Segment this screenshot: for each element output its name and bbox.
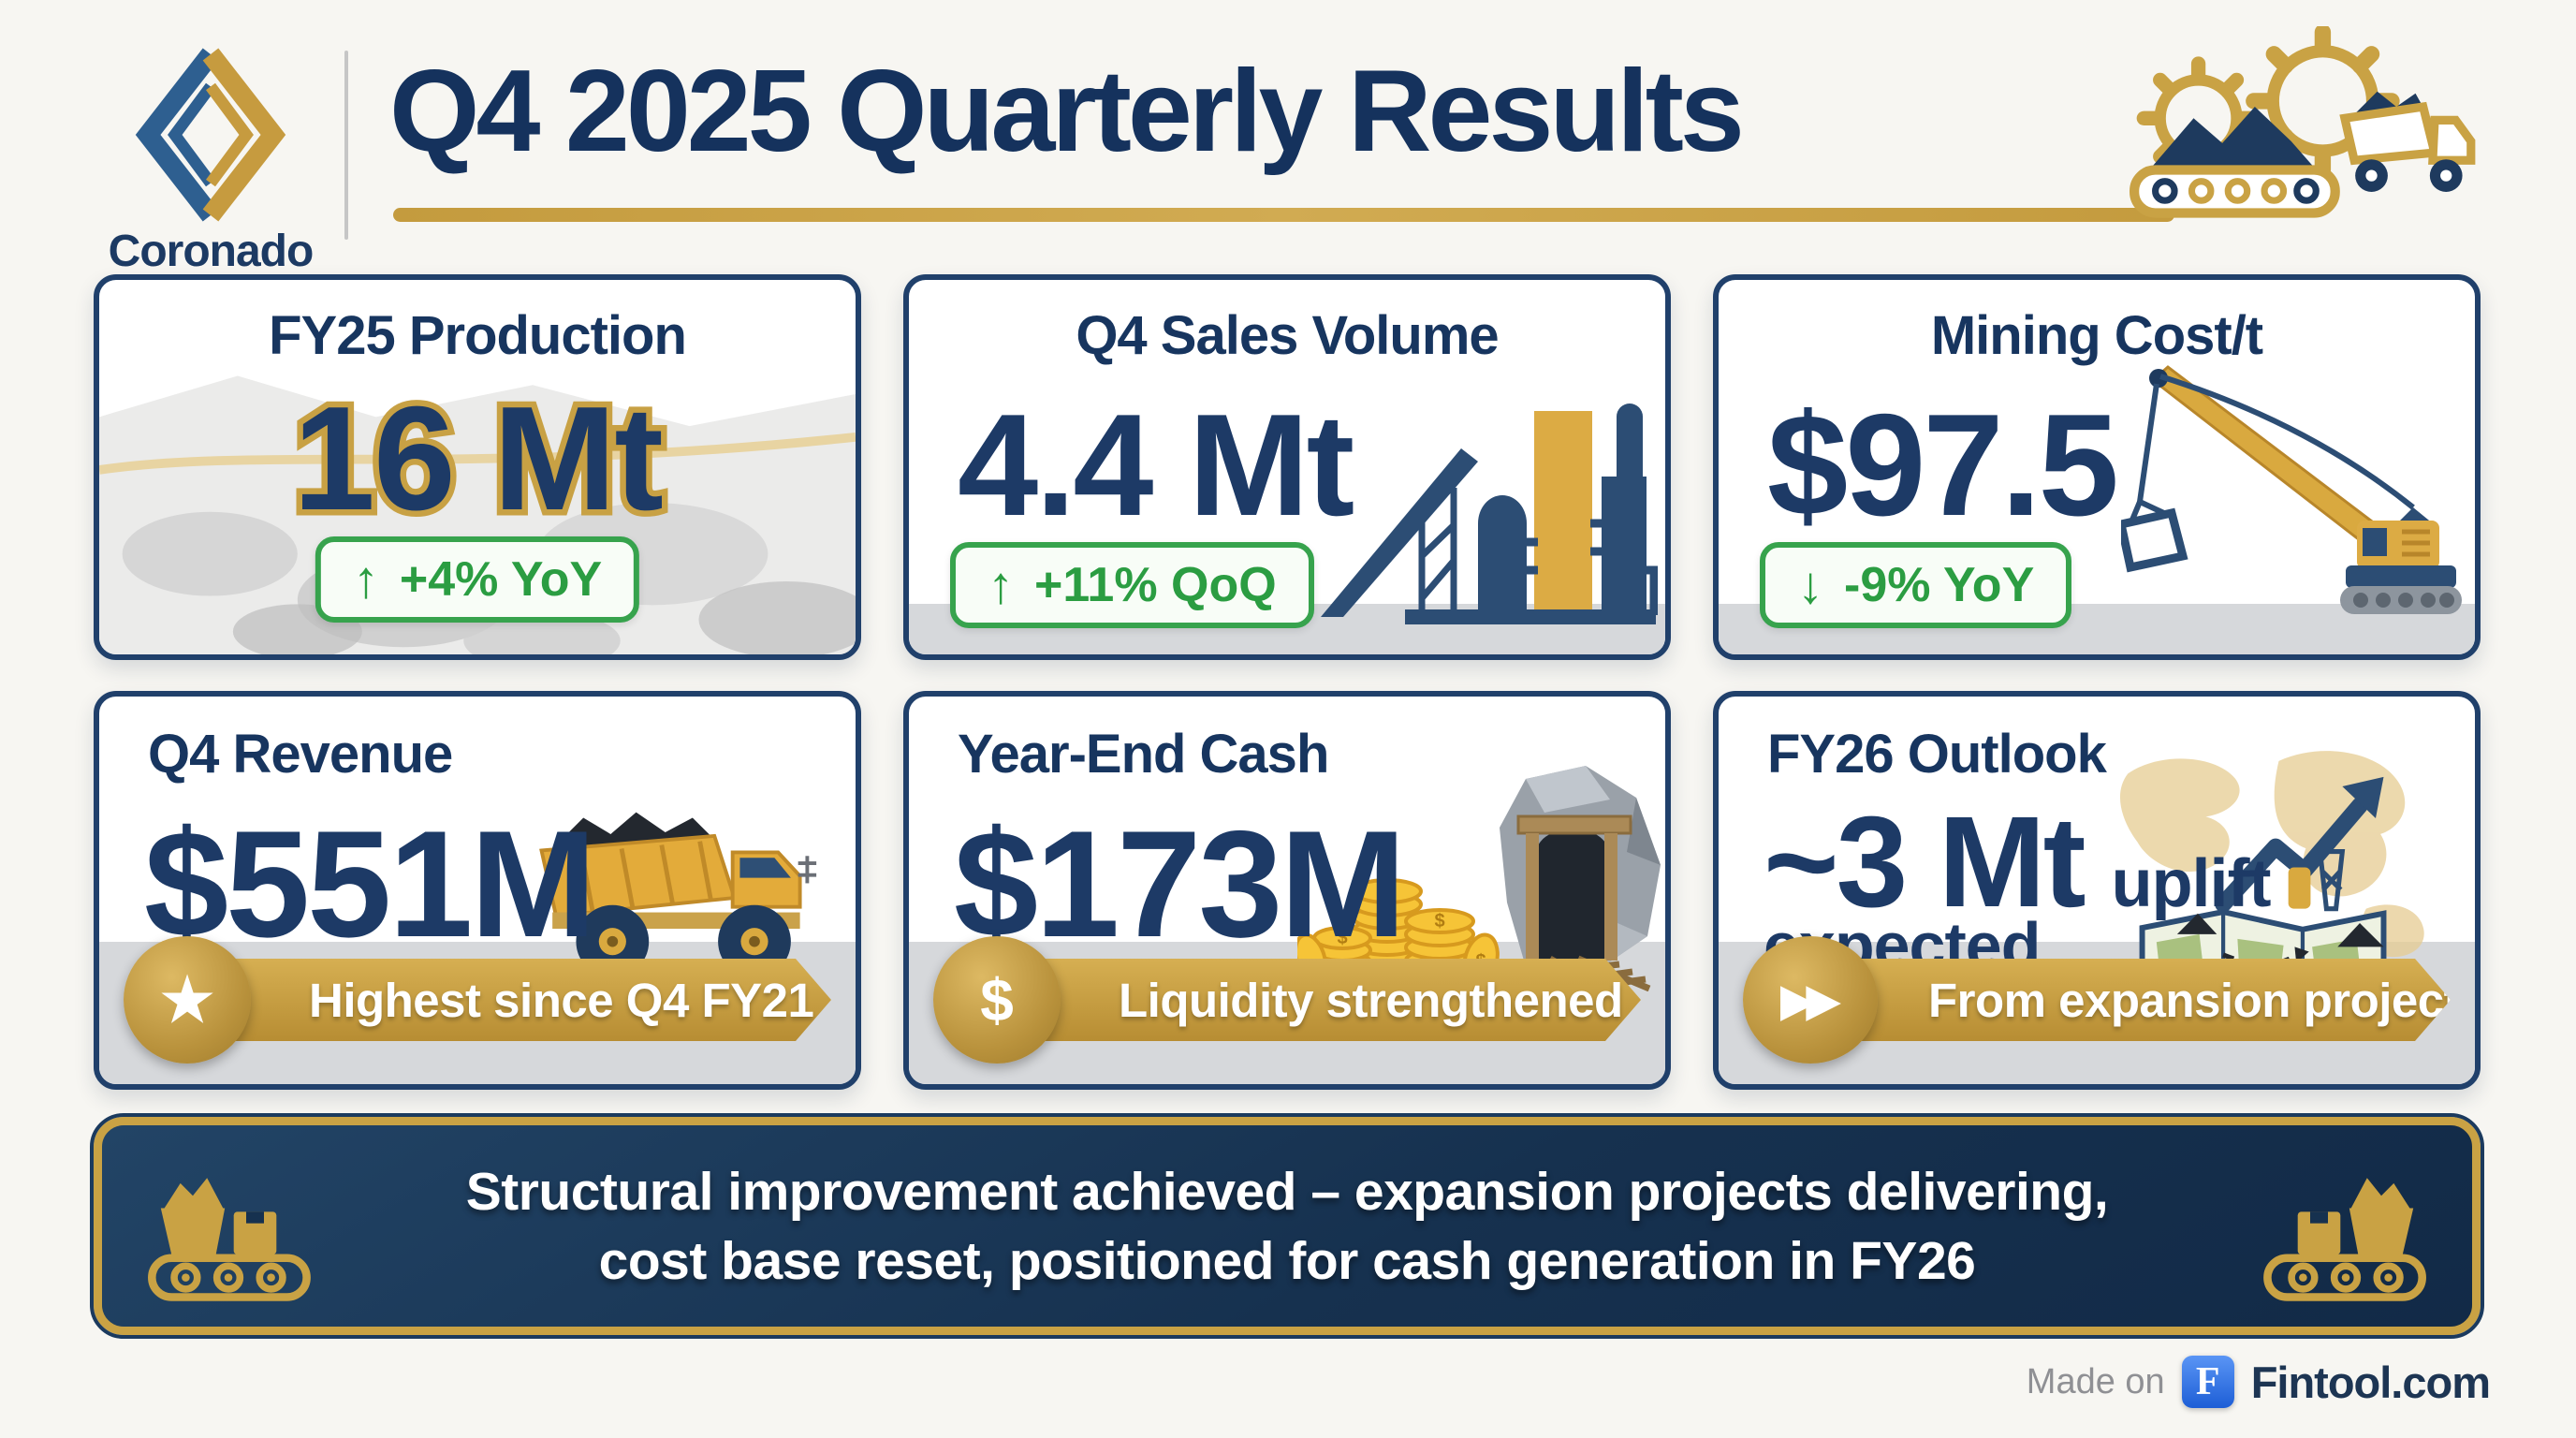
conveyor-cart-icon	[2263, 1177, 2426, 1301]
company-name: Coronado	[108, 227, 315, 276]
ribbon-text: Highest since Q4 FY21	[167, 959, 831, 1041]
coronado-emblem-icon	[135, 48, 286, 222]
highlight-ribbon: ▶▶ From expansion projects	[1743, 936, 2454, 1064]
change-text: +4% YoY	[399, 552, 603, 607]
summary-text: Structural improvement achieved – expans…	[102, 1125, 2472, 1327]
up-arrow-icon: ↑	[352, 550, 379, 609]
highlight-ribbon: ★ Highest since Q4 FY21	[124, 936, 835, 1064]
change-text: +11% QoQ	[1034, 558, 1277, 612]
change-badge: ↑ +4% YoY	[315, 536, 640, 623]
mining-gears-truck-icon	[2130, 26, 2476, 218]
card-title: Year-End Cash	[958, 724, 1329, 785]
svg-text:$: $	[1337, 928, 1347, 948]
summary-line-1: Structural improvement achieved – expans…	[465, 1161, 2109, 1222]
ribbon-text: Liquidity strengthened	[976, 959, 1641, 1041]
fast-forward-icon: ▶▶	[1743, 936, 1878, 1064]
svg-text:$: $	[1382, 881, 1392, 902]
fintool-site-label: Fintool.com	[2250, 1357, 2491, 1407]
down-arrow-icon: ↓	[1797, 555, 1823, 614]
attribution: Made on F Fintool.com	[2026, 1356, 2491, 1408]
card-fy25-production: FY25 Production 16 Mt 16 Mt ↑ +4% YoY	[94, 274, 861, 660]
change-text: -9% YoY	[1844, 558, 2035, 612]
dollar-sign-icon: $	[933, 936, 1061, 1064]
header-divider	[344, 51, 348, 240]
fintool-logo-icon: F	[2181, 1356, 2234, 1408]
change-badge: ↓ -9% YoY	[1760, 542, 2072, 628]
dragline-excavator-illustration	[2121, 365, 2462, 614]
metric-value: 4.4 Mt	[958, 384, 1354, 546]
company-logo: Coronado Global Resources	[56, 41, 365, 304]
summary-line-2: cost base reset, positioned for cash gen…	[598, 1230, 1976, 1291]
title-underline	[393, 208, 2174, 222]
made-on-label: Made on	[2026, 1361, 2165, 1401]
card-mining-cost: Mining Cost/t $97.5 ↓ -9% YoY	[1713, 274, 2481, 660]
metric-value: $97.5	[1767, 384, 2119, 546]
metric-value: ~3 Mt uplift	[1764, 790, 2272, 934]
page-title: Q4 2025 Quarterly Results	[389, 47, 1745, 176]
card-title: Q4 Revenue	[148, 724, 453, 785]
star-icon: ★	[124, 936, 251, 1064]
metric-value: $551M	[144, 800, 596, 969]
card-title: FY25 Production	[269, 305, 687, 366]
card-q4-sales-volume: Q4 Sales Volume 4.4 Mt ↑ +11% QoQ	[903, 274, 1671, 660]
card-q4-revenue: Q4 Revenue $551M ★ Highest since Q4 FY21	[94, 691, 861, 1090]
card-year-end-cash: Year-End Cash $173M $$$ $ $ L	[903, 691, 1671, 1090]
highlight-ribbon: $ Liquidity strengthened	[933, 936, 1645, 1064]
card-title: Q4 Sales Volume	[1076, 305, 1499, 366]
card-title: Mining Cost/t	[1930, 305, 2263, 366]
summary-banner: Structural improvement achieved – expans…	[90, 1113, 2484, 1339]
production-landscape-illustration	[99, 375, 856, 654]
ribbon-text: From expansion projects	[1786, 959, 2451, 1041]
change-badge: ↑ +11% QoQ	[950, 542, 1314, 628]
up-arrow-icon: ↑	[988, 555, 1014, 614]
coal-plant-illustration	[1321, 404, 1658, 624]
svg-text:$: $	[1434, 911, 1444, 932]
conveyor-cart-icon	[148, 1177, 311, 1301]
card-fy26-outlook: FY26 Outlook ~3 Mt uplift expected ▶▶	[1713, 691, 2481, 1090]
card-title: FY26 Outlook	[1767, 724, 2107, 785]
metric-value: 16 Mt 16 Mt	[287, 376, 670, 541]
metric-value: $173M	[954, 800, 1406, 969]
